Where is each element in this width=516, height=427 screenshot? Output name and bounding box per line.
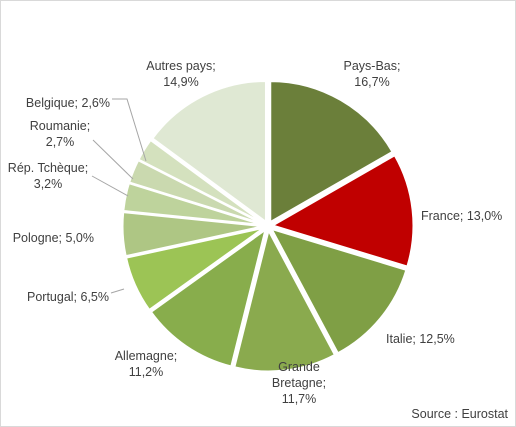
leader-line-belgique [112,98,147,162]
slice-autres-pays [151,79,267,224]
data-label-rep-tcheque: Rép. Tchèque; 3,2% [8,161,88,191]
data-label-pologne: Pologne; 5,0% [13,231,94,245]
data-label-portugal: Portugal; 6,5% [27,290,109,304]
source-note: Source : Eurostat [411,407,508,421]
data-label-france: France; 13,0% [421,209,502,223]
data-label-allemagne: Allemagne; 11,2% [115,349,178,379]
slice-pologne [121,211,264,258]
data-label-grande-bretagne: Grande Bretagne; 11,7% [272,360,326,406]
slice-italie [269,227,408,355]
slice-belgique [137,138,265,225]
slice-pays-bas [269,80,394,224]
data-label-belgique: Belgique; 2,6% [26,96,110,110]
leader-line-roumanie [92,139,134,180]
leader-line-portugal [110,288,125,294]
slice-grande-bretagne [233,227,337,373]
slice-france [269,153,415,268]
slice-allemagne [149,227,268,368]
leader-line-rep-tcheque [91,175,129,197]
data-label-autres-pays: Autres pays; 14,9% [146,59,215,89]
data-label-roumanie: Roumanie; 2,7% [30,119,90,149]
data-label-italie: Italie; 12,5% [386,332,455,346]
data-label-pays-bas: Pays-Bas; 16,7% [344,59,401,89]
slice-portugal [124,226,265,312]
